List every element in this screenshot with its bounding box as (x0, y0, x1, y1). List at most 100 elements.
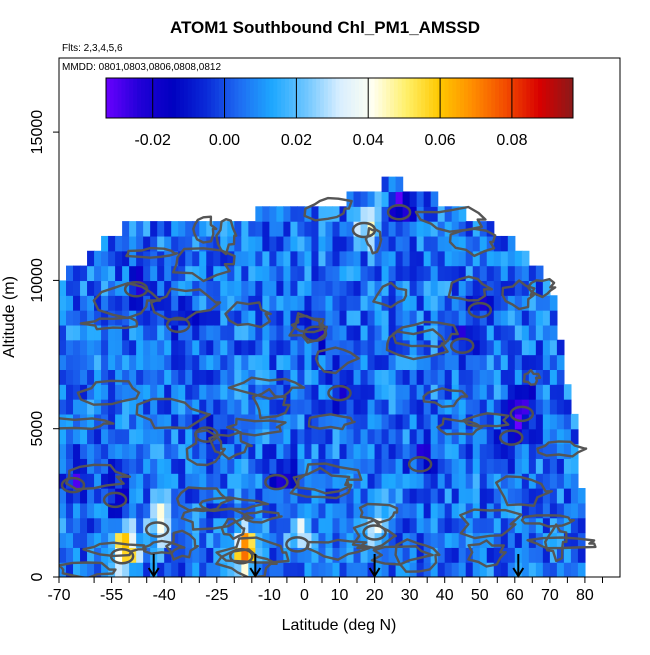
heatmap-cell (353, 369, 362, 385)
contour-line (297, 462, 363, 495)
heatmap-cell (535, 399, 544, 415)
heatmap-cell (318, 310, 327, 326)
heatmap-cell (374, 250, 383, 267)
heatmap-cell (150, 502, 158, 519)
heatmap-cell (143, 221, 151, 237)
heatmap-cell (395, 562, 404, 577)
heatmap-cell (220, 324, 228, 341)
heatmap-cell (164, 339, 172, 356)
heatmap-cell (66, 473, 74, 489)
heatmap-cell (472, 339, 481, 356)
heatmap-cell (346, 235, 355, 252)
heatmap-cell (528, 369, 537, 385)
heatmap-cell (290, 502, 299, 519)
heatmap-cell (122, 502, 130, 519)
heatmap-cell (192, 384, 200, 400)
contour-line (414, 205, 487, 233)
heatmap-cell (395, 354, 404, 370)
heatmap-cell (416, 250, 425, 267)
contour-line (436, 417, 484, 436)
heatmap-cell (430, 369, 439, 385)
heatmap-cell (227, 369, 235, 385)
heatmap-cell (388, 458, 397, 474)
colorbar-segment (141, 78, 146, 118)
heatmap-cell (472, 443, 481, 459)
heatmap-cell (458, 235, 467, 252)
heatmap-cell (311, 221, 320, 237)
heatmap-cell (227, 250, 235, 267)
heatmap-cell (437, 324, 446, 341)
colorbar-segment (203, 78, 208, 118)
heatmap-cell (192, 324, 200, 341)
heatmap-cell (416, 235, 425, 252)
heatmap-cell (409, 458, 418, 474)
heatmap-cell (416, 295, 425, 311)
heatmap-cell (360, 295, 369, 311)
heatmap-cell (458, 547, 467, 563)
heatmap-cell (290, 413, 299, 430)
heatmap-cell (213, 310, 221, 326)
heatmap-cell (437, 339, 446, 356)
colorbar-segment (156, 78, 161, 118)
contour-loop (407, 456, 433, 473)
heatmap-cell (101, 473, 109, 489)
heatmap-cell (80, 265, 88, 282)
heatmap-cell (353, 473, 362, 489)
heatmap-cell (507, 339, 516, 356)
heatmap-cell (332, 562, 341, 577)
heatmap-cell (346, 413, 355, 430)
heatmap-cell (367, 369, 376, 385)
heatmap-cell (430, 295, 439, 311)
heatmap-cell (395, 532, 404, 548)
heatmap-cell (388, 265, 397, 282)
heatmap-cell (234, 458, 242, 474)
heatmap-cell (346, 517, 355, 534)
heatmap-cell (416, 458, 425, 474)
heatmap-cell (444, 235, 453, 252)
heatmap-cell (122, 532, 130, 548)
heatmap-cell (283, 339, 292, 356)
heatmap-cell (164, 413, 172, 430)
heatmap-cell (234, 310, 242, 326)
colorbar-segment (432, 78, 438, 118)
heatmap-cell (423, 206, 432, 222)
heatmap-cell (115, 250, 123, 267)
heatmap-cell (318, 280, 327, 296)
heatmap-cell (178, 443, 186, 459)
heatmap-cell (339, 369, 348, 385)
heatmap-cell (409, 250, 418, 267)
heatmap-cell (542, 547, 551, 563)
heatmap-cell (304, 235, 313, 252)
heatmap-cell (276, 384, 284, 400)
heatmap-cell (276, 324, 284, 341)
heatmap-cell (486, 458, 495, 474)
heatmap-cell (122, 384, 130, 400)
heatmap-cell (563, 532, 572, 548)
heatmap-cell (493, 295, 502, 311)
contour-line (180, 507, 254, 531)
heatmap-cell (549, 532, 558, 548)
heatmap-cell (493, 280, 502, 296)
heatmap-cell (290, 339, 299, 356)
heatmap-cell (283, 488, 292, 504)
colorbar-segment (164, 78, 169, 118)
heatmap-cell (521, 250, 530, 267)
colorbar-segment (487, 78, 492, 118)
heatmap-cell (248, 502, 256, 519)
heatmap-cell (192, 250, 200, 267)
heatmap-cell (332, 295, 341, 311)
heatmap-cell (241, 369, 249, 385)
heatmap-cell (101, 354, 109, 370)
heatmap-cell (269, 280, 277, 296)
heatmap-cell (185, 295, 193, 311)
heatmap-cell (157, 384, 165, 400)
heatmap-cell (241, 310, 249, 326)
heatmap-cell (563, 517, 572, 534)
heatmap-cell (220, 280, 228, 296)
heatmap-cell (458, 399, 467, 415)
heatmap-cell (206, 221, 214, 237)
heatmap-cell (234, 562, 242, 577)
heatmap-cell (388, 280, 397, 296)
heatmap-cell (500, 443, 509, 459)
latitude-arrow-head (249, 567, 262, 578)
